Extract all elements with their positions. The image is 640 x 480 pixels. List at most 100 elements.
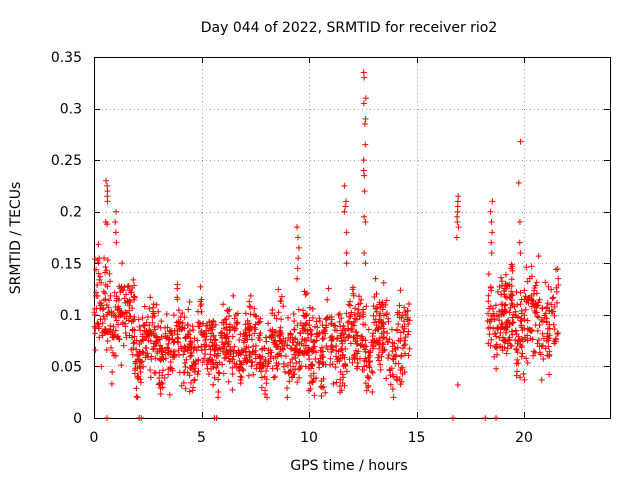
data-point	[332, 364, 339, 371]
data-point	[259, 346, 266, 353]
data-point	[101, 316, 108, 323]
data-point	[212, 321, 219, 328]
data-point	[489, 198, 496, 205]
data-point	[284, 394, 291, 401]
data-point	[304, 344, 311, 351]
data-point	[233, 350, 240, 357]
data-point	[353, 316, 360, 323]
data-point	[378, 301, 385, 308]
data-point	[361, 343, 368, 350]
data-point	[252, 347, 259, 354]
data-point	[206, 343, 213, 350]
data-point	[278, 316, 285, 323]
data-point	[271, 339, 278, 346]
data-point	[107, 278, 114, 285]
data-point	[162, 324, 169, 331]
data-point	[255, 335, 262, 342]
data-point	[493, 333, 500, 340]
data-point	[189, 323, 196, 330]
data-point	[514, 356, 521, 363]
data-point	[369, 369, 376, 376]
data-point	[518, 335, 525, 342]
data-point	[180, 369, 187, 376]
data-point	[170, 312, 177, 319]
data-point	[292, 354, 299, 361]
data-point	[320, 335, 327, 342]
data-point	[551, 304, 558, 311]
data-point	[106, 270, 113, 277]
data-point	[514, 368, 521, 375]
data-point	[538, 343, 545, 350]
data-point	[361, 363, 368, 370]
data-point	[328, 348, 335, 355]
data-point	[112, 327, 119, 334]
data-point	[250, 343, 257, 350]
data-point	[286, 378, 293, 385]
data-point	[210, 360, 217, 367]
data-point	[542, 345, 549, 352]
data-point	[233, 319, 240, 326]
data-point	[333, 379, 340, 386]
data-point	[357, 341, 364, 348]
data-point	[197, 283, 204, 290]
data-point	[369, 388, 376, 395]
data-point	[383, 375, 390, 382]
data-point	[507, 265, 514, 272]
data-point	[524, 332, 531, 339]
data-point	[350, 292, 357, 299]
data-point	[535, 299, 542, 306]
data-point	[508, 297, 515, 304]
data-point	[102, 296, 109, 303]
data-point	[129, 334, 136, 341]
data-point	[150, 345, 157, 352]
data-point	[290, 310, 297, 317]
data-point	[402, 311, 409, 318]
data-point	[220, 301, 227, 308]
data-point	[198, 328, 205, 335]
data-point	[252, 355, 259, 362]
data-point	[343, 310, 350, 317]
data-point	[515, 179, 522, 186]
data-point	[150, 346, 157, 353]
data-point	[139, 314, 146, 321]
data-point	[284, 342, 291, 349]
data-point	[153, 339, 160, 346]
data-point	[206, 371, 213, 378]
data-point	[503, 350, 510, 357]
data-point	[337, 323, 344, 330]
data-point	[97, 305, 104, 312]
data-point	[375, 325, 382, 332]
data-point	[147, 366, 154, 373]
data-point	[114, 306, 121, 313]
data-point	[152, 355, 159, 362]
data-point	[385, 315, 392, 322]
data-point	[375, 357, 382, 364]
data-point	[204, 365, 211, 372]
data-point	[180, 345, 187, 352]
data-point	[487, 285, 494, 292]
data-point	[307, 326, 314, 333]
data-point	[517, 138, 524, 145]
data-point	[138, 338, 145, 345]
data-point	[347, 313, 354, 320]
data-point	[550, 294, 557, 301]
data-point	[401, 342, 408, 349]
data-point	[360, 69, 367, 76]
data-point	[399, 345, 406, 352]
data-point	[264, 363, 271, 370]
data-point	[369, 342, 376, 349]
data-point	[497, 329, 504, 336]
data-point	[141, 303, 148, 310]
data-point	[308, 362, 315, 369]
data-point	[343, 229, 350, 236]
data-point	[150, 310, 157, 317]
plot-frame	[94, 57, 611, 419]
data-point	[240, 367, 247, 374]
data-point	[311, 392, 318, 399]
data-point	[508, 291, 515, 298]
data-point	[339, 340, 346, 347]
data-point	[255, 319, 262, 326]
data-point	[365, 382, 372, 389]
data-point	[215, 369, 222, 376]
data-point	[502, 338, 509, 345]
